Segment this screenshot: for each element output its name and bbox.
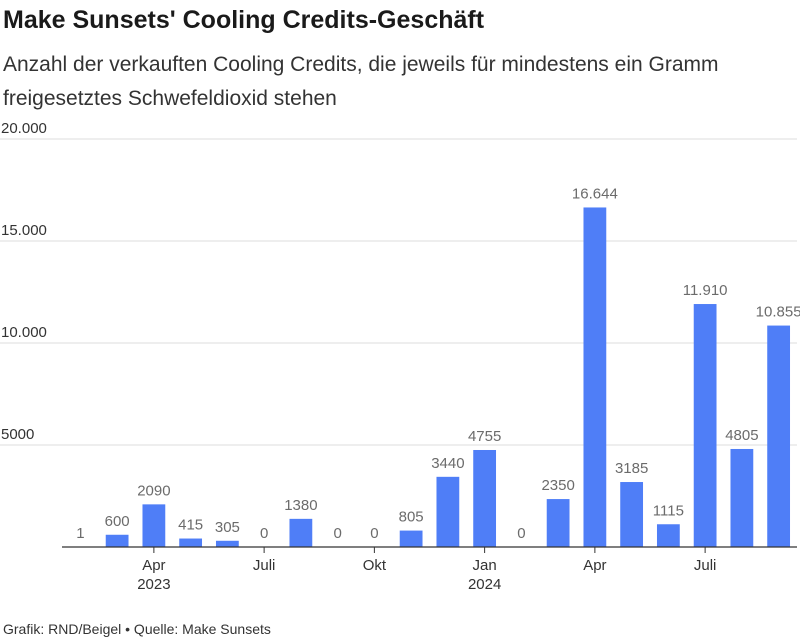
bar: [179, 538, 203, 547]
bars: [105, 207, 791, 547]
data-label: 1380: [284, 497, 317, 514]
data-label: 0: [370, 525, 378, 542]
data-label: 4755: [468, 428, 501, 445]
x-tick-label: Apr: [583, 557, 606, 574]
bar: [693, 304, 717, 547]
x-tick-label: Juli: [253, 557, 276, 574]
data-label: 0: [333, 525, 341, 542]
y-tick-label: 10.000: [1, 324, 47, 341]
bar: [142, 504, 166, 547]
data-label: 3440: [431, 455, 464, 472]
data-label: 0: [517, 525, 525, 542]
data-label: 415: [178, 517, 203, 534]
bar: [436, 476, 460, 547]
bar: [546, 499, 570, 547]
bar: [215, 540, 239, 547]
bar: [105, 534, 129, 547]
x-tick-label: Jan: [473, 557, 497, 574]
chart-footer: Grafik: RND/Beigel • Quelle: Make Sunset…: [3, 621, 271, 637]
data-label: 1: [76, 525, 84, 542]
data-label: 4805: [725, 427, 758, 444]
data-label: 0: [260, 525, 268, 542]
x-tick-year-label: 2024: [468, 576, 501, 593]
y-tick-label: 5000: [1, 426, 34, 443]
x-tick-label: Juli: [694, 557, 717, 574]
bar: [583, 207, 607, 547]
data-label: 600: [105, 513, 130, 530]
y-tick-label: 15.000: [1, 222, 47, 239]
data-label: 2350: [541, 477, 574, 494]
data-label: 3185: [615, 460, 648, 477]
data-label: 805: [399, 509, 424, 526]
bar: [473, 449, 497, 547]
data-label: 10.855: [756, 304, 800, 321]
data-label: 2090: [137, 482, 170, 499]
data-label: 305: [215, 519, 240, 536]
axes: 5000 10.000 15.000 20.000 Apr 2023 Juli Okt Jan 2…: [1, 120, 797, 593]
data-label: 1115: [653, 502, 684, 519]
x-tick-label: Apr: [142, 557, 165, 574]
bar: [730, 448, 754, 547]
bar: [289, 518, 313, 547]
bar: [620, 482, 644, 547]
chart-subtitle: Anzahl der verkauften Cooling Credits, d…: [3, 53, 719, 110]
bar: [656, 524, 680, 547]
bar: [767, 325, 791, 547]
data-label: 16.644: [572, 185, 618, 202]
data-label: 11.910: [683, 282, 728, 299]
x-tick-year-label: 2023: [137, 576, 170, 593]
chart-title: Make Sunsets' Cooling Credits-Geschäft: [3, 6, 485, 34]
grid-lines: [0, 138, 797, 446]
x-tick-label: Okt: [363, 557, 387, 574]
bar: [399, 530, 423, 547]
y-tick-label: 20.000: [1, 120, 47, 137]
